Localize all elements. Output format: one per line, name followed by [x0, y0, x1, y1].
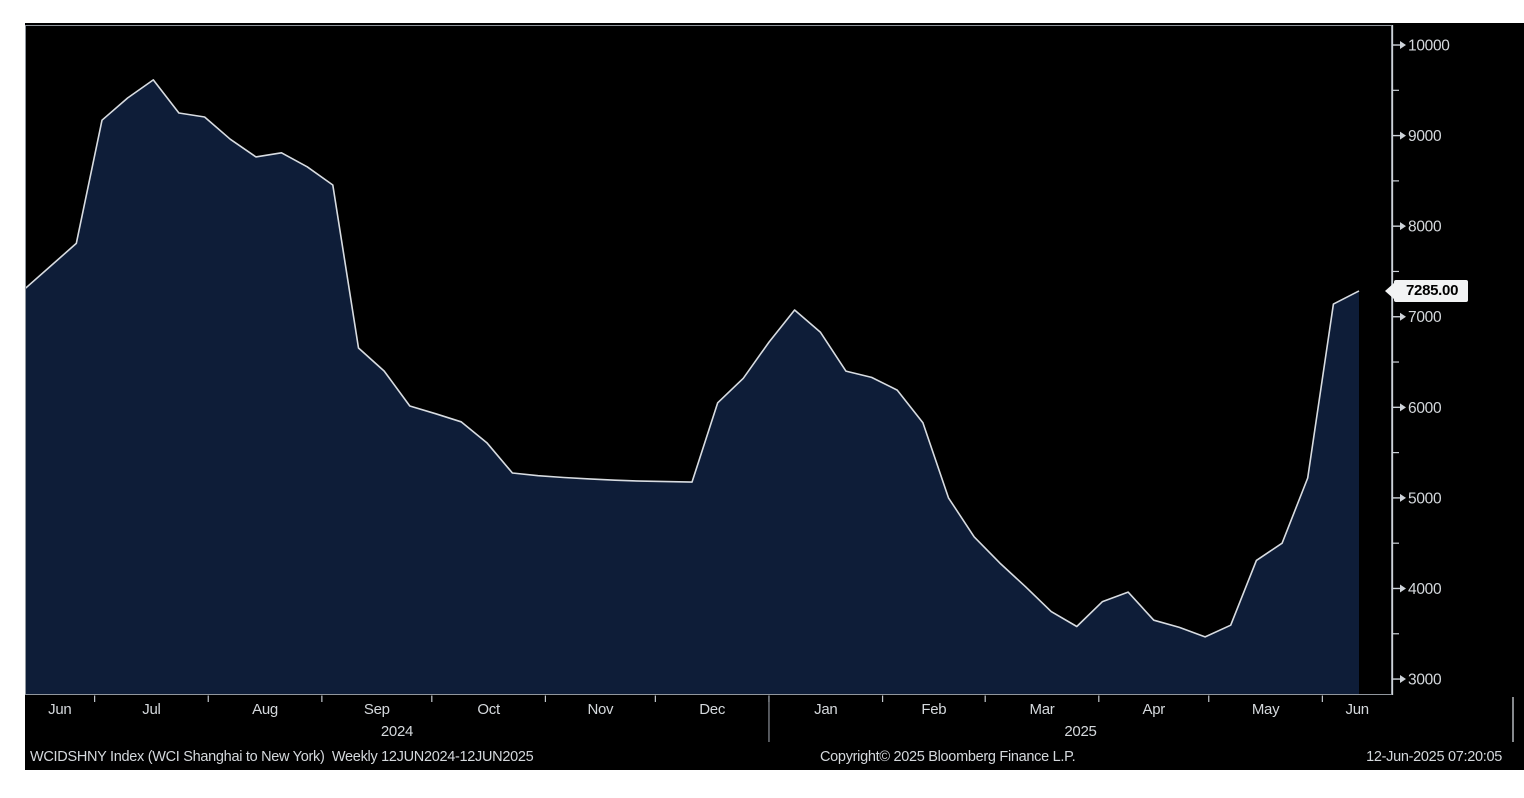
x-month-label: Jan [814, 701, 837, 718]
footer-copyright: Copyright© 2025 Bloomberg Finance L.P. [820, 749, 1076, 765]
x-month-label: Oct [477, 701, 501, 718]
y-tick-arrow-icon [1400, 312, 1406, 321]
area-fill [25, 79, 1359, 695]
y-tick-arrow-icon [1400, 41, 1406, 50]
y-tick-arrow-icon [1400, 493, 1406, 502]
y-tick-arrow-icon [1400, 403, 1406, 412]
x-month-label: Jun [1346, 701, 1369, 718]
x-month-label: Apr [1143, 701, 1166, 718]
left-arrow-icon [1385, 283, 1394, 299]
footer-timestamp: 12-Jun-2025 07:20:05 [1366, 749, 1502, 765]
y-tick-label: 7000 [1408, 309, 1442, 326]
series-wcidshny [24, 79, 1360, 695]
y-tick-label: 8000 [1408, 219, 1442, 236]
x-month-label: Mar [1030, 701, 1055, 718]
y-tick-arrow-icon [1400, 222, 1406, 231]
x-year-label: 2024 [381, 723, 413, 740]
y-tick-label: 5000 [1408, 490, 1442, 507]
y-tick-label: 10000 [1408, 38, 1450, 55]
x-month-label: Feb [921, 701, 946, 718]
x-axis: Jun Jul Aug Sep Oct Nov Dec Jan Feb Mar Apr May Jun 2… [48, 695, 1514, 742]
x-month-label: Sep [364, 701, 390, 718]
y-tick-arrow-icon [1400, 675, 1406, 684]
price-line [24, 79, 1360, 638]
y-tick-arrow-icon [1400, 584, 1406, 593]
y-tick-label: 4000 [1408, 581, 1442, 598]
y-tick-arrow-icon [1400, 131, 1406, 140]
plot-frame [25, 25, 1392, 695]
status-bar: WCIDSHNY Index (WCI Shanghai to New York… [25, 744, 1524, 770]
y-tick-label: 3000 [1408, 672, 1442, 689]
y-tick-label: 6000 [1408, 400, 1442, 417]
footer-security-label: WCIDSHNY Index (WCI Shanghai to New York… [30, 749, 534, 765]
y-axis-ticks: 10000 9000 8000 7000 6000 5000 4000 3000 [1392, 38, 1451, 689]
last-price-value: 7285.00 [1406, 282, 1459, 299]
x-month-label: Jun [48, 701, 71, 718]
x-year-label: 2025 [1064, 723, 1096, 740]
x-month-label: Jul [142, 701, 160, 718]
x-month-label: Dec [699, 701, 726, 718]
x-month-label: May [1252, 701, 1280, 718]
x-month-label: Nov [587, 701, 614, 718]
y-tick-label: 9000 [1408, 128, 1442, 145]
x-month-label: Aug [252, 701, 278, 718]
last-price-tag: 7285.00 [1385, 280, 1469, 302]
